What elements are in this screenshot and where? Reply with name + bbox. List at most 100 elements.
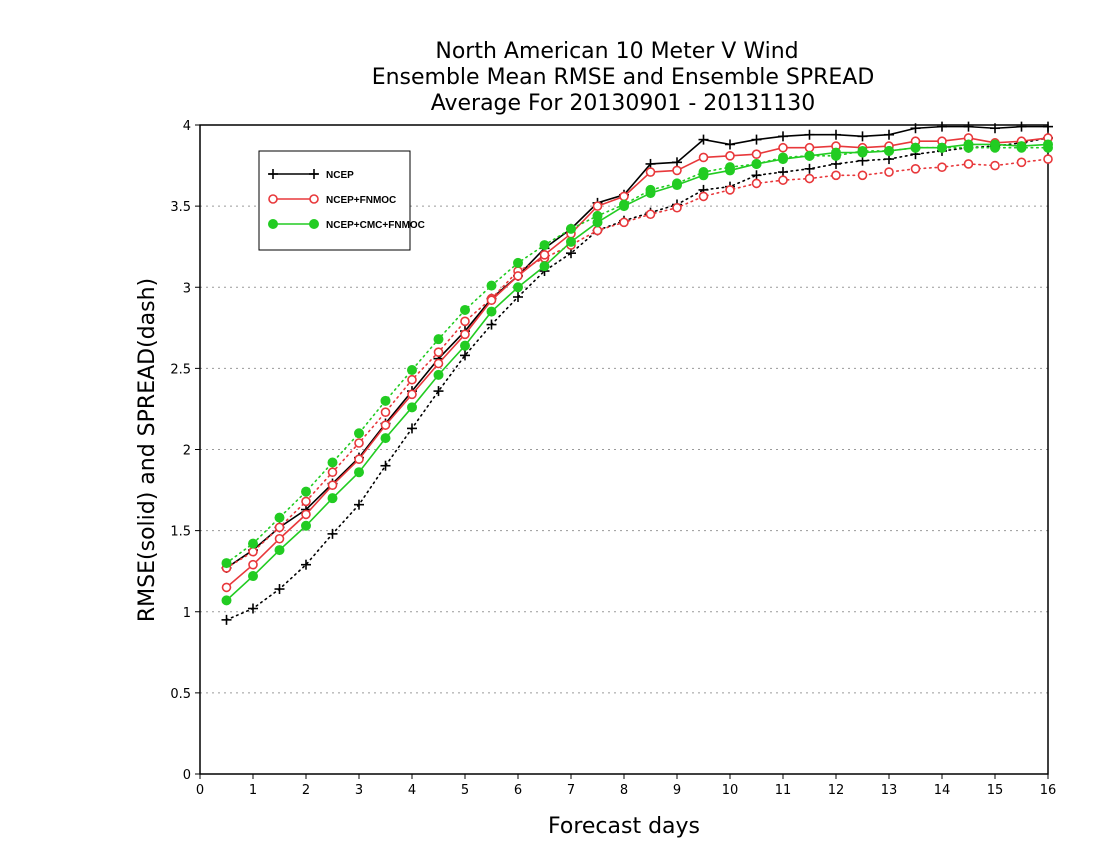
rmse-point [354,467,364,478]
gridlines [200,205,1048,694]
spread-point [221,614,232,625]
rmse-point [672,165,682,176]
spread-point [645,209,656,220]
rmse-point [566,236,576,247]
y-tick-label: 2.5 [170,362,191,377]
rmse-point [857,147,868,158]
rmse-point [1043,121,1053,132]
rmse-point [990,123,1000,134]
spread-point [1043,154,1053,164]
spread-point [990,160,1000,171]
rmse-point [592,201,603,211]
rmse-point [645,188,656,199]
spread-point [248,538,258,549]
rmse-point [963,139,974,150]
rmse-point [990,139,1000,150]
rmse-point [804,150,815,161]
spread-point [407,374,417,385]
rmse-line [226,125,1048,569]
rmse-point [804,142,815,153]
x-tick-label: 10 [722,783,739,798]
spread-point [248,546,258,557]
plot-frame [199,124,1049,775]
legend-box [258,150,411,251]
rmse-point [513,282,523,293]
rmse-point [937,142,947,153]
chart-title-line-3: Average For 20130901 - 20131130 [431,91,816,116]
rmse-point [407,389,417,400]
rmse-point [460,329,470,340]
rmse-point [619,201,629,212]
rmse-point [592,217,603,228]
rmse-point [1016,121,1027,132]
spread-point [327,467,338,478]
rmse-point [778,154,788,165]
tick-labels: 00.511.522.533.540 1 2 3 4 5 6 7 8 9 10 11 12 13 14 15 1… [170,119,1056,798]
rmse-point [301,509,311,520]
spread-point [804,173,815,184]
y-tick-label: 2 [183,444,191,459]
spread-point [354,438,364,448]
rmse-point [910,142,921,153]
rmse-point [937,121,947,132]
spread-point [301,559,311,570]
rmse-point [778,142,788,153]
y-tick-label: 0.5 [170,687,191,702]
series-group [221,121,1053,625]
spread-point [354,428,364,439]
y-axis-label: RMSE(solid) and SPREAD(dash) [135,278,160,622]
spread-point [274,522,285,533]
x-tick-label: 7 [567,783,575,798]
rmse-point [221,595,232,606]
y-tick-label: 1.5 [170,525,191,540]
spread-point [539,240,550,251]
rmse-point [460,340,470,351]
chart-title-line-1: North American 10 Meter V Wind [435,39,798,64]
rmse-point [725,139,735,150]
x-tick-label: 16 [1040,783,1057,798]
spread-point [751,178,762,189]
spread-line [225,137,1049,621]
x-tick-label: 8 [620,783,628,798]
spread-point [380,407,391,417]
spread-point [566,223,576,234]
rmse-point [486,306,497,317]
legend: NCEP NCEP+FNMOC NCEP+CMC+FNMOC [258,150,425,251]
spread-point [460,304,470,315]
rmse-point [831,129,841,140]
spread-point [831,170,841,181]
legend-marker [309,194,319,204]
spread-point [301,486,311,497]
spread-point [407,423,417,434]
legend-label: NCEP+CMC+FNMOC [326,220,425,231]
spread-point [433,347,444,357]
spread-point [301,496,311,507]
rmse-point [274,545,285,556]
x-tick-label: 11 [775,783,792,798]
x-tick-label: 5 [461,783,469,798]
spread-point [910,164,921,174]
spread-point [804,163,815,174]
legend-marker [268,194,278,204]
rmse-point [804,129,815,140]
spread-point [937,162,947,172]
rmse-point [539,250,550,260]
x-tick-label: 9 [673,783,681,798]
rmse-point [407,402,417,413]
rmse-point [486,295,497,306]
rmse-point [327,480,338,490]
rmse-point [672,180,682,191]
spread-point [486,319,497,330]
spread-point [857,170,868,181]
spread-point [778,175,788,185]
legend-marker [309,169,319,179]
x-tick-label: 12 [828,783,845,798]
rmse-point [725,165,735,176]
spread-point [672,202,682,213]
rmse-point [963,121,974,132]
spread-point [327,457,338,468]
rmse-point [248,571,258,582]
legend-entry: NCEP+CMC+FNMOC [268,219,425,231]
rmse-point [884,145,894,156]
